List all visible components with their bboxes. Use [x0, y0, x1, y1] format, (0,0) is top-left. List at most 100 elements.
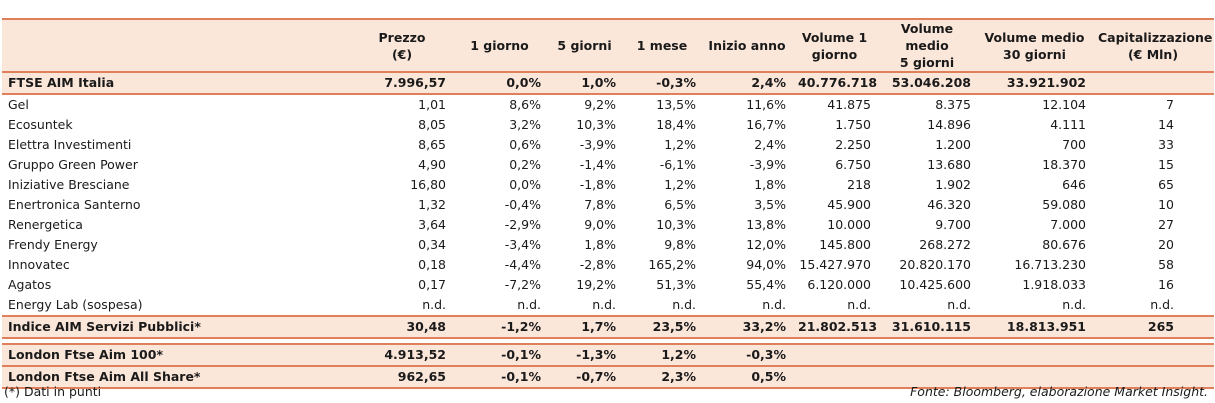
cell-price: 1,32: [418, 197, 446, 212]
cell-vol5: 13.680: [927, 157, 971, 172]
cell-ytd: 12,0%: [746, 237, 786, 252]
cell-1m: 10,3%: [656, 217, 696, 232]
cell-cap: 15: [1158, 157, 1174, 172]
cell-vol5: [877, 365, 977, 389]
cell-1m: 1,2%: [622, 343, 702, 366]
cell-1d: -0,4%: [504, 197, 541, 212]
table-row: Gruppo Green Power 4,90 0,2% -1,4% -6,1%…: [2, 155, 1214, 175]
cell-5d: 10,3%: [576, 117, 616, 132]
table-row: Renergetica 3,64 -2,9% 9,0% 10,3% 13,8% …: [2, 215, 1214, 235]
cell-price: 30,48: [352, 315, 452, 339]
header-cell: [2, 18, 352, 72]
cell-vol5: 10.425.600: [899, 277, 971, 292]
cell-1d: 0,6%: [509, 137, 541, 152]
cell-vol30: 18.813.951: [977, 315, 1092, 339]
cell-1m: 23,5%: [622, 315, 702, 339]
cell-1m: 18,4%: [656, 117, 696, 132]
cell-vol1: 10.000: [827, 217, 871, 232]
cell-price: 7.996,57: [352, 71, 452, 95]
cell-price: 0,34: [418, 237, 446, 252]
cell-cap: 7: [1166, 97, 1174, 112]
cell-vol1: 2.250: [835, 137, 871, 152]
cell-vol30: 4.111: [1050, 117, 1086, 132]
cell-vol1: 1.750: [835, 117, 871, 132]
header-cell-ytd: Inizio anno: [702, 18, 792, 72]
cell-vol1: n.d.: [847, 297, 871, 312]
cell-vol30: 80.676: [1042, 237, 1086, 252]
cell-name: London Ftse Aim 100*: [2, 343, 352, 366]
cell-vol5: 31.610.115: [877, 315, 977, 339]
cell-vol30: 646: [1062, 177, 1086, 192]
table-row: Enertronica Santerno 1,32 -0,4% 7,8% 6,5…: [2, 195, 1214, 215]
cell-vol5: 14.896: [927, 117, 971, 132]
cell-vol5: 53.046.208: [877, 71, 977, 95]
cell-vol5: 20.820.170: [899, 257, 971, 272]
table-row: Agatos 0,17 -7,2% 19,2% 51,3% 55,4% 6.12…: [2, 275, 1214, 295]
cell-vol5: 1.902: [935, 177, 971, 192]
row-gap: [2, 338, 1214, 344]
cell-5d: 7,8%: [584, 197, 616, 212]
cell-ytd: -3,9%: [749, 157, 786, 172]
table-row: Energy Lab (sospesa) n.d. n.d. n.d. n.d.…: [2, 295, 1214, 316]
header-cell-1m: 1 mese: [622, 18, 702, 72]
cell-vol5: [877, 343, 977, 366]
cell-cap: 58: [1158, 257, 1174, 272]
cell-ytd: 94,0%: [746, 257, 786, 272]
cell-ytd: 3,5%: [754, 197, 786, 212]
cell-5d: 1,7%: [547, 315, 622, 339]
table-row: Elettra Investimenti 8,65 0,6% -3,9% 1,2…: [2, 135, 1214, 155]
cell-vol5: 9.700: [935, 217, 971, 232]
cell-1d: -3,4%: [504, 237, 541, 252]
cell-price: 0,18: [418, 257, 446, 272]
cell-vol1: 145.800: [819, 237, 871, 252]
table-footer: (*) Dati in punti Fonte: Bloomberg, elab…: [2, 383, 1212, 401]
cell-price: n.d.: [422, 297, 446, 312]
cell-vol1: 6.750: [835, 157, 871, 172]
cell-vol30: 33.921.902: [977, 71, 1092, 95]
cell-5d: 9,2%: [584, 97, 616, 112]
cell-1m: 51,3%: [656, 277, 696, 292]
cell-1d: -7,2%: [504, 277, 541, 292]
cell-vol30: 1.918.033: [1022, 277, 1086, 292]
cell-name: Agatos: [8, 277, 52, 292]
cell-cap: 27: [1158, 217, 1174, 232]
cell-vol30: n.d.: [1062, 297, 1086, 312]
cell-1m: 165,2%: [648, 257, 696, 272]
cell-cap: [1092, 71, 1214, 95]
cell-vol30: [977, 365, 1092, 389]
cell-vol30: 16.713.230: [1014, 257, 1086, 272]
cell-5d: -1,8%: [579, 177, 616, 192]
cell-price: 8,65: [418, 137, 446, 152]
cell-1d: -0,1%: [452, 365, 547, 389]
cell-5d: -1,3%: [547, 343, 622, 366]
cell-1m: 1,2%: [664, 137, 696, 152]
cell-1d: 8,6%: [509, 97, 541, 112]
cell-vol1: [792, 365, 877, 389]
cell-1d: 0,2%: [509, 157, 541, 172]
cell-name: Elettra Investimenti: [8, 137, 132, 152]
cell-vol5: n.d.: [947, 297, 971, 312]
cell-1d: -4,4%: [504, 257, 541, 272]
cell-vol30: 12.104: [1042, 97, 1086, 112]
cell-vol5: 46.320: [927, 197, 971, 212]
table-row: Ecosuntek 8,05 3,2% 10,3% 18,4% 16,7% 1.…: [2, 115, 1214, 135]
source-note: Fonte: Bloomberg, elaborazione Market In…: [910, 384, 1208, 399]
header-cell-5d: 5 giorni: [547, 18, 622, 72]
cell-name: London Ftse Aim All Share*: [2, 365, 352, 389]
header-cell-vol1: Volume 1 giorno: [792, 18, 877, 72]
cell-5d: 9,0%: [584, 217, 616, 232]
cell-price: 3,64: [418, 217, 446, 232]
cell-price: 4,90: [418, 157, 446, 172]
cell-ytd: 2,4%: [754, 137, 786, 152]
cell-ytd: 2,4%: [702, 71, 792, 95]
cell-name: Gruppo Green Power: [8, 157, 138, 172]
header-cell-price: Prezzo (€): [352, 18, 452, 72]
cell-1d: 0,0%: [509, 177, 541, 192]
header-cell-vol30: Volume medio 30 giorni: [977, 18, 1092, 72]
table-body: FTSE AIM Italia 7.996,57 0,0% 1,0% -0,3%…: [2, 71, 1214, 389]
index-row-london-aim-100: London Ftse Aim 100* 4.913,52 -0,1% -1,3…: [2, 343, 1214, 366]
cell-1m: -0,3%: [622, 71, 702, 95]
cell-5d: 1,8%: [584, 237, 616, 252]
index-row-london-aim-all-share: London Ftse Aim All Share* 962,65 -0,1% …: [2, 365, 1214, 389]
